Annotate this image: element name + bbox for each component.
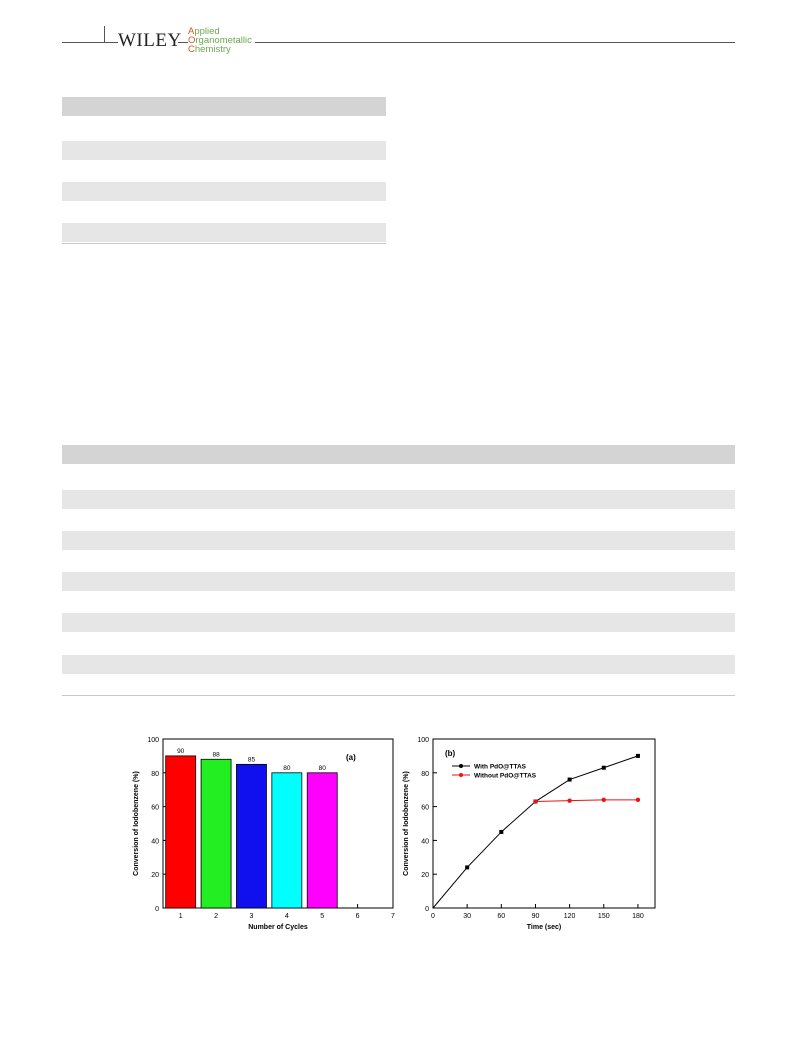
plot-frame [162,738,394,909]
legend-entry: With PdO@TTAS [474,764,527,771]
x-tick-label: 150 [598,913,610,920]
x-tick-label: 120 [564,913,576,920]
series-line [535,799,638,803]
x-axis-label: Number of Cycles [248,924,308,931]
data-point [465,865,470,870]
panel-label-a: (a) [346,753,356,762]
table-1-bottom-rule [62,243,386,244]
y-tick-label: 40 [151,838,159,845]
data-point [567,798,572,803]
header-rule-right [255,42,735,43]
legend-entry: Without PdO@TTAS [474,773,537,780]
table-row [62,141,386,160]
plot-frame [432,738,656,909]
x-axis-label: Time (sec) [527,924,562,931]
header-tick [104,26,105,42]
table-row [62,223,386,242]
x-tick-label: 30 [463,913,471,920]
data-point [601,765,606,770]
data-point [635,797,641,803]
header-rule-left [62,42,118,43]
y-tick-label: 60 [151,805,159,812]
bar-data-label: 85 [248,756,256,763]
table-row [62,490,735,509]
journal-line-3: Chemistry [188,44,231,55]
y-tick-label: 0 [155,906,159,913]
y-tick-label: 100 [147,737,159,744]
table-row [62,182,386,201]
y-tick-label: 20 [421,872,429,879]
panel-label-b: (b) [445,749,456,758]
bar [271,772,303,909]
bar-data-label: 88 [212,751,220,758]
bar-data-label: 90 [177,748,185,755]
bar-data-label: 80 [283,765,291,772]
x-tick-label: 4 [285,913,289,920]
y-tick-label: 80 [421,771,429,778]
data-point [533,799,538,804]
y-tick-label: 40 [421,838,429,845]
journal-name: Applied Organometallic Chemistry [188,26,252,55]
y-tick-label: 0 [425,906,429,913]
x-tick-label: 6 [356,913,360,920]
data-point [567,777,572,782]
bar [236,763,267,909]
table-row [62,531,735,550]
x-tick-label: 1 [179,913,183,920]
x-tick-label: 90 [532,913,540,920]
x-tick-label: 5 [320,913,324,920]
journal-line-1: Applied [188,26,220,37]
legend-swatch-marker [459,773,463,777]
x-tick-label: 7 [391,913,395,920]
y-axis-label: Conversion of Iodobenzene (%) [133,771,140,876]
bar [165,755,197,909]
table-2-header-row [62,445,735,464]
data-point [601,797,606,803]
publisher-logo: WILEY [118,30,182,51]
legend-swatch-marker [459,764,463,768]
series-line [432,755,639,909]
journal-line-2: Organometallic [188,35,252,46]
bar [306,772,338,909]
header-rule-mid [178,42,188,43]
chart-panel-a: 0 20 40 60 80 100 1 2 3 4 5 6 7 Number of Cycles Conve… [133,737,395,931]
x-tick-label: 2 [214,913,218,920]
table-row [62,572,735,591]
y-tick-label: 20 [151,872,159,879]
data-point [499,829,504,834]
chart-panel-b: 0 20 40 60 80 100 0 30 60 90 120 150 180 Time (sec) Co… [403,737,656,931]
data-point [533,799,538,804]
table-row [62,655,735,674]
table-row [62,613,735,632]
y-tick-label: 60 [421,805,429,812]
x-tick-label: 180 [632,913,644,920]
y-axis-label: Conversion of Iodobenzene (%) [403,771,410,876]
bar [200,758,232,909]
table-2-bottom-rule [62,695,735,696]
data-point [635,753,640,758]
x-tick-label: 60 [497,913,505,920]
x-tick-label: 3 [250,913,254,920]
x-tick-label: 0 [431,913,435,920]
bar-data-label: 80 [319,765,327,772]
y-tick-label: 100 [417,737,429,744]
y-tick-label: 80 [151,771,159,778]
table-1-header-row [62,97,386,116]
